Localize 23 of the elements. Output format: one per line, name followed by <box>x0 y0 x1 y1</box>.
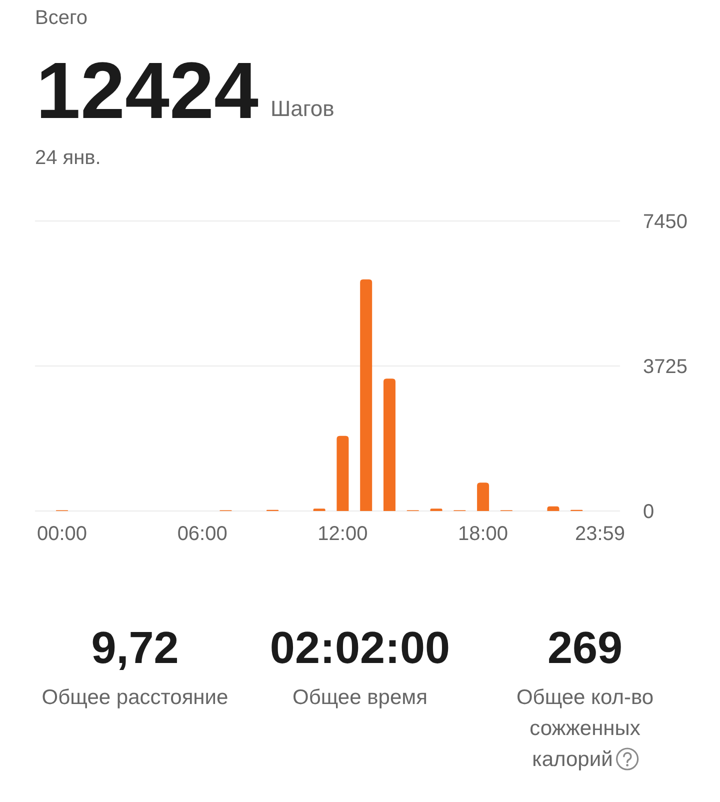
y-tick-label: 7450 <box>643 211 688 233</box>
text: 9,72 <box>91 622 179 673</box>
text: 12424 <box>36 46 259 135</box>
x-tick-label: 00:00 <box>36 523 88 545</box>
bar <box>477 482 490 511</box>
text: Общее кол-во сожженных калорий <box>516 686 654 771</box>
chart-subtitle: 24 янв. <box>35 147 101 169</box>
chart-title: Всего <box>35 7 88 29</box>
text: Шагов <box>270 96 334 121</box>
text: Общее расстояние <box>42 686 228 709</box>
x-tick-label: 12:00 <box>318 523 368 545</box>
x-tick-label: 06:00 <box>177 523 228 545</box>
bar <box>336 436 349 511</box>
x-tick-label: 18:00 <box>458 523 508 545</box>
text: 269 <box>547 622 623 673</box>
x-tick-label: 23:59 <box>574 523 626 545</box>
bar <box>383 378 396 511</box>
y-tick-label: 0 <box>643 501 654 523</box>
text: Общее время <box>292 686 428 709</box>
bar <box>547 506 560 511</box>
y-tick-label: 3725 <box>643 356 688 378</box>
text: 02:02:00 <box>270 622 450 673</box>
bar <box>360 279 372 511</box>
